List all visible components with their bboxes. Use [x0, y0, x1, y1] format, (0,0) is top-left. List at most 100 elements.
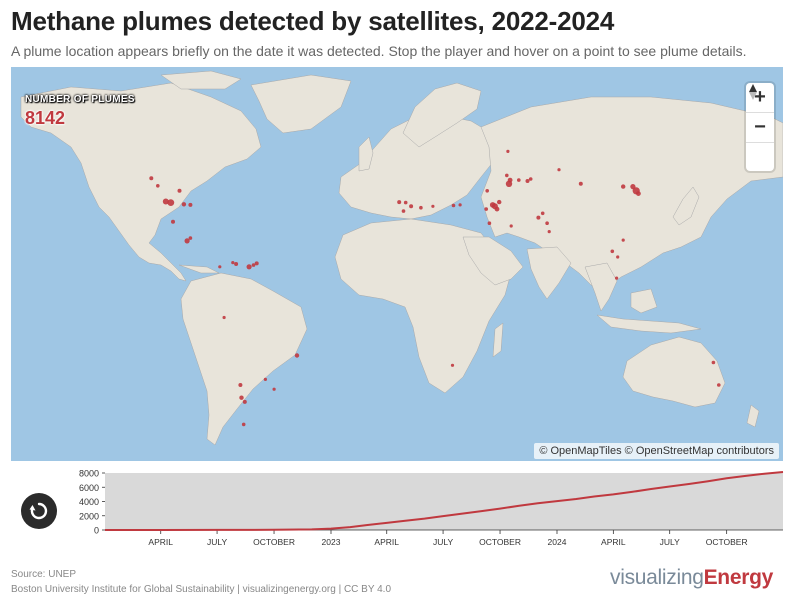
plume-point[interactable] [506, 149, 510, 153]
plume-point[interactable] [177, 188, 182, 193]
replay-icon [29, 502, 48, 520]
plume-point[interactable] [238, 383, 243, 387]
plume-point[interactable] [507, 177, 513, 183]
plume-point[interactable] [254, 261, 259, 266]
plume-point[interactable] [616, 255, 620, 259]
plume-point[interactable] [272, 387, 276, 391]
plume-point[interactable] [487, 221, 492, 225]
x-tick-label: JULY [660, 537, 680, 547]
plume-point[interactable] [484, 207, 489, 211]
plume-point[interactable] [188, 236, 193, 240]
chart-plot-area [105, 473, 783, 530]
plume-point[interactable] [181, 202, 187, 207]
plume-point[interactable] [397, 200, 402, 205]
plume-point[interactable] [610, 249, 615, 254]
plume-point[interactable] [557, 168, 561, 172]
source-note: Source: UNEP [11, 569, 77, 580]
plume-map[interactable]: NUMBER OF PLUMES 8142 + − © OpenMapTiles… [11, 67, 783, 461]
plume-point[interactable] [536, 215, 541, 220]
plume-point[interactable] [403, 200, 408, 205]
plume-point[interactable] [241, 422, 246, 427]
plume-point[interactable] [630, 184, 636, 190]
plume-point[interactable] [545, 221, 549, 225]
plume-point[interactable] [419, 205, 423, 210]
y-tick-label: 0 [94, 526, 99, 536]
y-axis: 0 2000 4000 6000 8000 [79, 469, 105, 536]
zoom-out-button[interactable]: − [746, 113, 774, 143]
plume-point[interactable] [263, 377, 267, 381]
map-canvas[interactable] [11, 67, 783, 461]
landmass-africa [334, 218, 512, 394]
plume-point[interactable] [222, 315, 226, 320]
plume-point[interactable] [246, 264, 252, 270]
plume-point[interactable] [171, 219, 175, 224]
land-layer [20, 70, 783, 446]
plume-point[interactable] [218, 265, 222, 269]
plume-point[interactable] [636, 191, 641, 196]
plume-point[interactable] [184, 238, 190, 244]
plume-point[interactable] [509, 224, 513, 228]
plume-point[interactable] [525, 179, 530, 183]
plume-point[interactable] [239, 395, 244, 400]
compass-reset-button[interactable] [746, 84, 774, 172]
plume-point[interactable] [251, 263, 256, 267]
y-tick-label: 8000 [79, 469, 99, 479]
plume-point[interactable] [242, 399, 247, 404]
plume-point[interactable] [188, 202, 193, 207]
plume-point[interactable] [615, 276, 619, 280]
plume-point[interactable] [234, 262, 239, 266]
plume-point[interactable] [497, 199, 502, 205]
plume-point[interactable] [450, 363, 455, 367]
plume-point[interactable] [401, 209, 406, 213]
plume-point[interactable] [231, 261, 235, 265]
plume-point[interactable] [505, 173, 509, 178]
landmass-asia [480, 96, 783, 292]
plume-point[interactable] [409, 204, 414, 209]
plume-point[interactable] [149, 176, 154, 181]
plume-point[interactable] [621, 184, 626, 189]
plume-layer[interactable] [149, 149, 721, 427]
x-tick-label: APRIL [148, 537, 173, 547]
page-subtitle: A plume location appears briefly on the … [11, 43, 747, 59]
plume-point[interactable] [458, 203, 462, 207]
y-tick-label: 6000 [79, 483, 99, 493]
replay-button[interactable] [21, 493, 57, 529]
landmass-australia [622, 336, 726, 408]
page-title: Methane plumes detected by satellites, 2… [11, 6, 615, 36]
plume-point[interactable] [494, 206, 500, 212]
plume-point[interactable] [485, 189, 490, 193]
plume-point[interactable] [711, 360, 716, 365]
landmass-new-zealand [746, 404, 760, 428]
plume-point[interactable] [294, 353, 300, 358]
plume-point[interactable] [167, 199, 175, 207]
x-tick-label: APRIL [374, 537, 399, 547]
landmass-greenland [250, 74, 352, 134]
compass-icon [749, 84, 757, 100]
plume-counter-label: NUMBER OF PLUMES [25, 94, 135, 105]
plume-point[interactable] [517, 178, 521, 182]
y-tick-label: 2000 [79, 511, 99, 521]
plume-point[interactable] [540, 211, 545, 216]
brand-logo: visualizingEnergy [610, 566, 773, 590]
plume-point[interactable] [451, 203, 456, 208]
x-tick-label: 2024 [548, 537, 567, 547]
landmass-borneo [630, 288, 658, 314]
plume-point[interactable] [621, 238, 625, 242]
landmass-japan [672, 186, 700, 226]
x-tick-label: JULY [207, 537, 227, 547]
plume-point[interactable] [528, 177, 533, 181]
x-tick-label: OCTOBER [706, 537, 748, 547]
plume-point[interactable] [431, 204, 435, 208]
plume-point[interactable] [578, 181, 583, 186]
x-tick-label: APRIL [601, 537, 626, 547]
map-attribution[interactable]: © OpenMapTiles © OpenStreetMap contribut… [534, 443, 779, 459]
plume-point[interactable] [717, 383, 721, 387]
credit-line: Boston University Institute for Global S… [11, 584, 392, 595]
plume-point[interactable] [547, 230, 551, 234]
plume-point[interactable] [156, 184, 160, 188]
x-tick-label: JULY [433, 537, 453, 547]
plume-point[interactable] [162, 198, 169, 205]
landmass-uk [358, 136, 374, 172]
zoom-in-button[interactable]: + [746, 83, 774, 113]
